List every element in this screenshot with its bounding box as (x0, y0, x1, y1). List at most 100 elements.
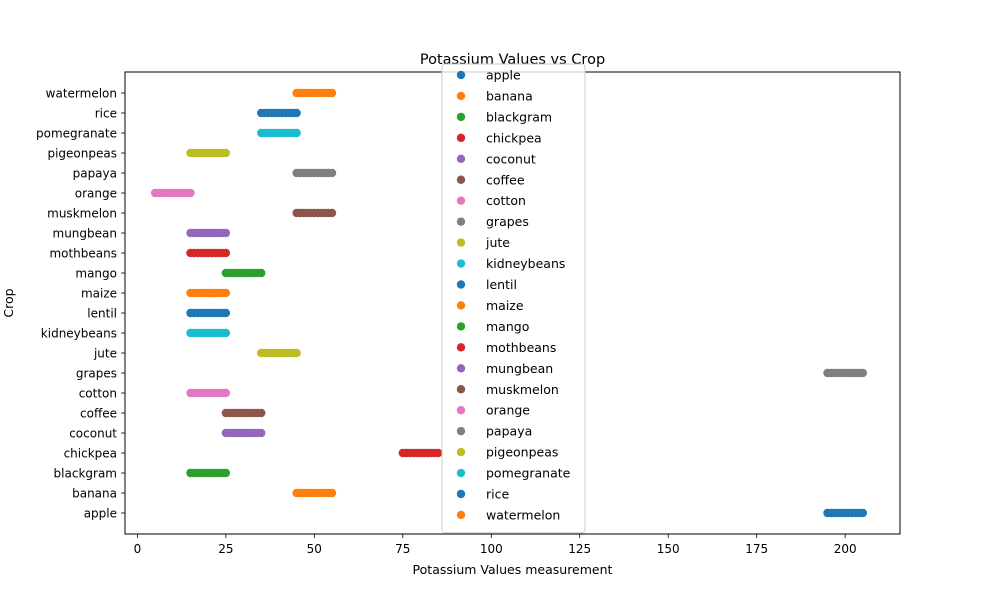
legend-label: apple (486, 68, 521, 83)
y-tick-label: rice (95, 107, 117, 121)
x-tick-label: 150 (657, 542, 680, 556)
y-tick-label: muskmelon (47, 207, 117, 221)
y-tick-label: banana (72, 487, 117, 501)
x-tick-label: 75 (395, 542, 410, 556)
legend-marker (456, 468, 466, 478)
legend-marker (456, 385, 466, 394)
data-point-chickpea (433, 448, 443, 458)
legend-marker (456, 196, 466, 205)
legend-label: banana (486, 88, 533, 103)
legend-label: coconut (486, 151, 536, 166)
y-tick-label: lentil (87, 307, 117, 321)
legend-label: lentil (486, 277, 517, 292)
legend-label: mothbeans (486, 340, 556, 355)
y-tick-label: chickpea (64, 447, 117, 461)
y-tick-label: papaya (73, 167, 117, 181)
x-tick-label: 200 (834, 542, 857, 556)
legend-marker (456, 280, 466, 289)
data-point-apple (858, 508, 868, 518)
legend-marker (456, 364, 466, 373)
legend-marker (456, 133, 466, 143)
legend-marker (456, 426, 466, 436)
legend-label: grapes (486, 214, 529, 229)
legend-box (441, 63, 586, 534)
legend-label: pigeonpeas (486, 445, 558, 460)
legend-marker (456, 70, 466, 80)
y-axis-label: Crop (1, 288, 16, 317)
legend-label: cotton (486, 193, 526, 208)
data-point-cotton (221, 388, 231, 398)
legend-label: mango (486, 319, 529, 334)
legend-marker (456, 301, 466, 310)
legend-marker (456, 154, 466, 163)
data-point-pigeonpeas (221, 148, 231, 158)
x-tick-label: 125 (568, 542, 591, 556)
y-tick-label: orange (75, 187, 117, 201)
legend-label: muskmelon (486, 382, 559, 397)
y-tick-label: jute (93, 347, 117, 361)
data-point-papaya (327, 168, 337, 178)
legend-label: rice (486, 487, 509, 502)
y-tick-label: apple (84, 507, 117, 521)
legend-label: watermelon (486, 507, 560, 522)
legend-marker (456, 259, 466, 268)
legend-marker (456, 343, 466, 352)
y-tick-label: pigeonpeas (47, 147, 117, 161)
x-tick-label: 175 (745, 542, 768, 556)
y-tick-label: kidneybeans (41, 327, 117, 341)
legend-label: maize (486, 298, 524, 313)
x-tick-label: 100 (480, 542, 503, 556)
data-point-lentil (221, 308, 231, 318)
y-tick-label: mothbeans (49, 247, 117, 261)
data-point-muskmelon (327, 208, 337, 218)
x-axis-label: Potassium Values measurement (413, 562, 613, 577)
data-point-rice (292, 108, 301, 118)
x-tick-label: 25 (218, 542, 233, 556)
legend-marker (456, 406, 466, 415)
data-point-banana (327, 488, 337, 498)
legend-marker (456, 510, 466, 520)
legend-label: chickpea (486, 130, 542, 145)
y-tick-label: pomegranate (36, 127, 117, 141)
legend-marker (456, 322, 466, 331)
data-point-orange (186, 188, 195, 198)
legend-marker (456, 175, 466, 184)
y-tick-label: mango (75, 267, 117, 281)
legend-marker (456, 447, 466, 457)
data-point-coffee (257, 408, 266, 418)
x-tick-label: 50 (307, 542, 322, 556)
legend-label: coffee (486, 172, 525, 187)
legend-label: mungbean (486, 361, 553, 376)
y-tick-label: grapes (76, 367, 117, 381)
y-tick-label: coffee (80, 407, 117, 421)
y-tick-label: blackgram (54, 467, 117, 481)
data-point-maize (221, 288, 231, 298)
data-point-coconut (257, 428, 266, 438)
x-axis: 0 25 50 75 100 125 150 175 200 (134, 534, 857, 556)
legend-label: orange (486, 403, 530, 418)
data-point-kidneybeans (221, 328, 231, 338)
x-tick-label: 0 (134, 542, 142, 556)
data-points (150, 88, 868, 518)
y-tick-label: coconut (69, 427, 117, 441)
data-point-pomegranate (292, 128, 301, 138)
legend-label: blackgram (486, 109, 552, 124)
legend-marker (456, 217, 466, 226)
y-tick-label: watermelon (46, 87, 117, 101)
data-point-mungbean (221, 228, 231, 238)
legend-marker (456, 489, 466, 499)
legend-label: kidneybeans (486, 256, 565, 271)
data-point-blackgram (221, 468, 231, 478)
legend-marker (456, 238, 466, 247)
legend-label: pomegranate (486, 466, 571, 481)
data-point-jute (292, 348, 301, 358)
y-tick-label: mungbean (53, 227, 117, 241)
y-tick-label: maize (81, 287, 117, 301)
legend-marker (456, 91, 466, 101)
data-point-mango (257, 268, 266, 278)
legend: apple banana blackgram chickpea coconut coffe… (441, 63, 586, 534)
legend-label: papaya (486, 424, 532, 439)
y-axis: apple banana blackgram chickpea coconut coffe… (36, 87, 125, 521)
data-point-mothbeans (221, 248, 231, 258)
